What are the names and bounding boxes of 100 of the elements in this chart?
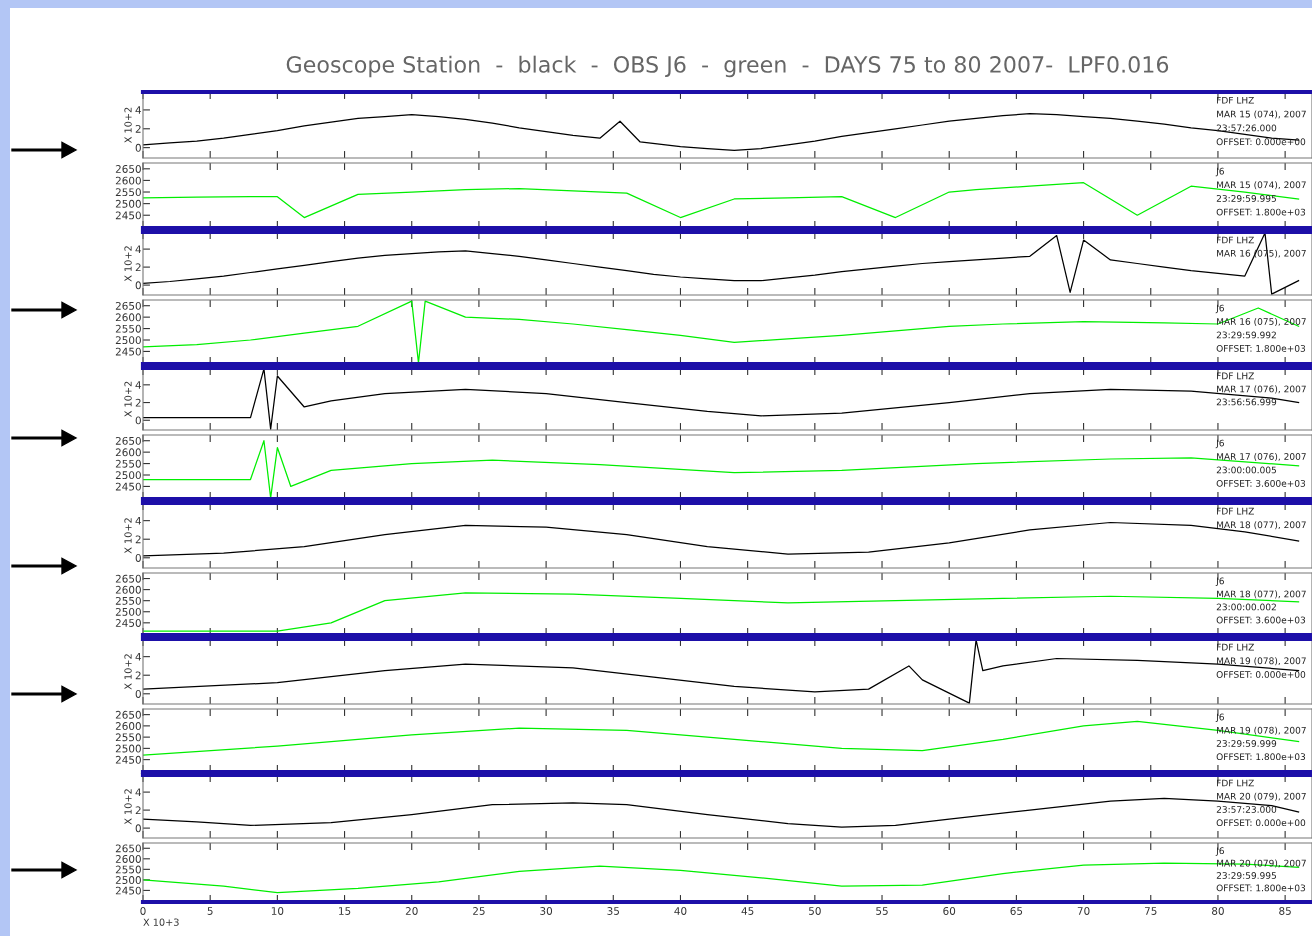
y-tick-label: 2600 (115, 448, 141, 457)
y-tick-label: 2 (135, 671, 141, 680)
y-tick-label: 0 (135, 554, 141, 562)
x-tick-label: 75 (1144, 907, 1157, 915)
annotation: J6 (1215, 713, 1224, 723)
y-tick-label: 4 (135, 788, 142, 797)
x-tick-label: 20 (405, 907, 418, 915)
y-tick-label: 2450 (115, 347, 141, 356)
y-tick-label: 4 (135, 245, 142, 254)
y-tick-label: 2600 (115, 855, 141, 863)
annotation: FDF LHZ (1217, 507, 1254, 515)
annotation: FDF LHZ (1217, 96, 1254, 104)
annotation: FDF LHZ (1217, 643, 1254, 651)
annotation: J6 (1215, 304, 1224, 314)
annotation: MAR 17 (076), 2007 (1217, 385, 1306, 394)
y-tick-label: 2450 (115, 211, 141, 220)
y-tick-label: 2600 (115, 176, 141, 185)
x-tick-label: 30 (540, 907, 553, 915)
annotation: 23:56:56.999 (1216, 398, 1277, 406)
chart-title: Geoscope Station - black - OBS J6 - green - DAYS 75 to 80 2007- LPF0.016 (286, 55, 1169, 78)
annotation: 23:29:59.992 (1216, 331, 1276, 339)
y-tick-label: 2 (135, 806, 141, 815)
x-tick-label: 50 (809, 907, 821, 915)
y-tick-label: 2 (135, 125, 141, 133)
annotation: MAR 18 (077), 2007 (1217, 521, 1306, 530)
annotation: MAR 19 (078), 2007 (1217, 657, 1306, 666)
annotation: OFFSET: 3.600e+03 (1216, 616, 1306, 624)
x-axis-title: X 10+3 (143, 918, 179, 926)
annotation: FDF LHZ (1217, 236, 1254, 244)
y-tick-label: 2450 (115, 755, 141, 764)
y-tick-label: 2550 (115, 459, 141, 468)
y-tick-label: 2650 (115, 574, 141, 583)
annotation: 23:57:23.000 (1216, 806, 1277, 813)
annotation: 23:29:59.999 (1216, 740, 1277, 747)
y-tick-label: 4 (135, 381, 142, 389)
annotation: OFFSET: 0.000e+00 (1216, 819, 1306, 827)
annotation: 23:57:26.000 (1216, 124, 1277, 132)
annotation: OFFSET: 0.000e+00 (1216, 138, 1306, 146)
x-tick-label: 10 (271, 907, 284, 915)
y-tick-label: 2500 (115, 744, 141, 753)
annotation: MAR 20 (079), 2007 (1217, 792, 1306, 801)
y-tick-label: 0 (135, 824, 141, 833)
y-tick-label: 4 (135, 517, 142, 525)
y-tick-label: 2 (135, 263, 141, 272)
x-tick-label: 65 (1010, 907, 1023, 915)
y-axis-title: X 10+2 (124, 789, 132, 825)
y-axis-title: X 10+2 (124, 107, 132, 143)
y-tick-label: 2450 (115, 886, 141, 895)
y-axis-title: X 10+2 (124, 518, 132, 554)
y-tick-label: 4 (135, 653, 142, 661)
annotation: FDF LHZ (1217, 372, 1254, 380)
annotation: OFFSET: 3.600e+03 (1216, 479, 1306, 487)
x-tick-label: 85 (1279, 907, 1291, 915)
x-tick-label: 15 (339, 907, 351, 915)
annotation: J6 (1215, 439, 1224, 449)
y-tick-label: 2500 (115, 876, 141, 884)
x-tick-label: 35 (607, 907, 619, 915)
x-tick-label: 40 (674, 907, 687, 915)
annotation: 23:00:00.005 (1216, 466, 1276, 474)
annotation: OFFSET: 1.800e+03 (1216, 344, 1306, 352)
y-tick-label: 0 (135, 690, 141, 698)
y-tick-label: 2600 (115, 585, 141, 594)
annotation: MAR 18 (077), 2007 (1217, 590, 1306, 599)
y-tick-label: 2650 (115, 710, 141, 719)
y-axis-title: X 10+2 (124, 654, 132, 690)
x-tick-label: 45 (741, 907, 754, 915)
annotation: 23:29:59.995 (1216, 195, 1276, 202)
annotation: J6 (1215, 847, 1224, 856)
y-tick-label: 2500 (115, 199, 141, 208)
y-tick-label: 2450 (115, 482, 141, 491)
y-tick-label: 2600 (115, 313, 141, 322)
y-tick-label: 2600 (115, 722, 141, 730)
annotation: J6 (1215, 167, 1224, 177)
annotation: OFFSET: 1.800e+03 (1216, 753, 1306, 761)
y-tick-label: 2550 (115, 324, 141, 333)
y-tick-label: 4 (135, 106, 142, 114)
y-tick-label: 2650 (115, 436, 141, 445)
x-tick-label: 80 (1212, 907, 1224, 915)
annotation: MAR 15 (074), 2007 (1217, 181, 1306, 190)
y-tick-label: 2650 (115, 165, 141, 173)
y-tick-label: 2550 (115, 188, 141, 197)
y-tick-label: 0 (135, 416, 141, 425)
annotation: MAR 15 (074), 2007 (1217, 110, 1306, 119)
y-tick-label: 2550 (115, 733, 141, 742)
y-tick-label: 2500 (115, 607, 141, 616)
annotation: FDF LHZ (1217, 779, 1254, 787)
y-tick-label: 2650 (115, 301, 141, 310)
y-tick-label: 2550 (115, 596, 141, 605)
annotation: J6 (1215, 577, 1224, 587)
y-tick-label: 0 (135, 143, 141, 152)
y-tick-label: 2 (135, 398, 141, 407)
y-tick-label: 2500 (115, 471, 141, 480)
annotation: 23:00:00.002 (1216, 603, 1276, 611)
y-tick-label: 2 (135, 535, 141, 544)
x-tick-label: 70 (1077, 907, 1090, 915)
x-tick-label: 60 (943, 907, 956, 915)
y-tick-label: 2450 (115, 619, 141, 627)
y-tick-label: 0 (135, 281, 141, 290)
x-tick-label: 25 (473, 907, 485, 915)
y-axis-title: X 10+2 (124, 381, 132, 417)
